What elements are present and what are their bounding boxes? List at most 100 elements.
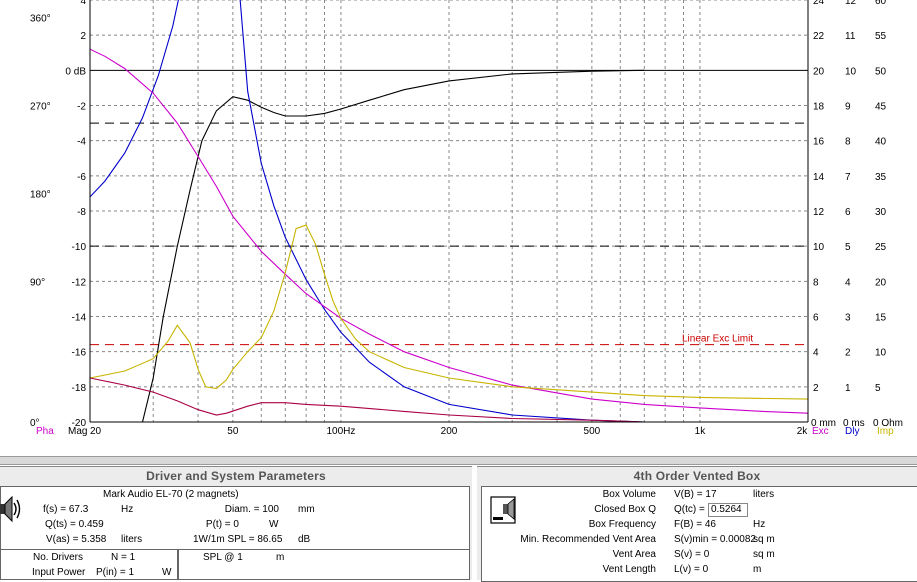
exc-tick-label: 6 <box>813 313 819 324</box>
enclosure-icon <box>488 495 520 525</box>
spl-value[interactable]: 1W/1m SPL = 86.65 <box>193 534 283 545</box>
response-chart: 420 dB-2-4-6-8-10-12-14-16-18-20360°270°… <box>30 0 903 437</box>
imp-tick-label: 25 <box>875 242 887 253</box>
input-power-value[interactable]: P(in) = 1 <box>96 567 135 578</box>
imp-tick-label: 40 <box>875 137 887 148</box>
phase-tick-label: 360° <box>30 14 51 25</box>
pt-value[interactable]: P(t) = 0 <box>205 519 239 530</box>
dly-tick-label: 4 <box>845 277 851 288</box>
imp-tick-label: 20 <box>875 277 887 288</box>
box-param-value[interactable]: S(v) = 0 <box>674 549 710 560</box>
box-panel-title: 4th Order Vented Box <box>633 469 761 483</box>
phase-tick-label: 90° <box>30 277 45 288</box>
driver-name: Mark Audio EL-70 (2 magnets) <box>103 489 239 500</box>
pt-unit: W <box>269 519 279 530</box>
box-param-value[interactable]: L(v) = 0 <box>674 564 709 575</box>
spl-at-unit: m <box>276 552 285 563</box>
imp-series-line <box>90 224 808 400</box>
exc-tick-label: 12 <box>813 207 825 218</box>
mag-tick-label: -6 <box>77 172 86 183</box>
exc-tick-label: 20 <box>813 66 825 77</box>
imp-tick-label: 60 <box>875 0 887 7</box>
mag-tick-label: -14 <box>72 313 87 324</box>
mag-tick-label: -4 <box>77 137 86 148</box>
closed-box-q-input[interactable]: 0.5264 <box>708 503 748 517</box>
phase-tick-label: 0° <box>30 418 40 429</box>
grid <box>90 0 808 423</box>
mag-tick-label: -8 <box>77 207 86 218</box>
num-drivers-value[interactable]: N = 1 <box>111 552 136 563</box>
vented-box-panel: 4th Order Vented Box Box Volume V(B) = 17… <box>477 466 917 582</box>
imp-tick-label: 55 <box>875 31 887 42</box>
qts-value[interactable]: Q(ts) = 0.459 <box>45 519 104 530</box>
input-power-label: Input Power <box>32 567 86 578</box>
box-param-unit: sq m <box>753 534 775 545</box>
mag-tick-label: 4 <box>80 0 86 7</box>
x-tick-label: 20 <box>90 426 102 437</box>
driver-panel-title: Driver and System Parameters <box>146 469 326 483</box>
dly-tick-label: 0 ms <box>843 418 865 429</box>
imp-tick-label: 10 <box>875 348 887 359</box>
box-param-unit: liters <box>753 489 775 500</box>
phase-tick-label: 180° <box>30 189 51 200</box>
x-tick-label: 500 <box>584 426 601 437</box>
dly-tick-label: 9 <box>845 102 851 113</box>
driver-parameters-panel: Driver and System Parameters Mark Audio … <box>0 466 472 580</box>
mag-tick-label: -2 <box>77 102 86 113</box>
x-tick-label: 100Hz <box>326 426 355 437</box>
dly-tick-label: 12 <box>845 0 857 7</box>
exc-tick-label: 10 <box>813 242 825 253</box>
box-param-label: Min. Recommended Vent Area <box>520 534 656 545</box>
mag-tick-label: -18 <box>72 383 87 394</box>
box-param-label: Box Volume <box>602 489 656 500</box>
box-param-label: Closed Box Q <box>594 504 656 515</box>
dly-legend-label: Dly <box>845 426 859 437</box>
imp-tick-label: 15 <box>875 313 887 324</box>
box-parameters-box: Box Volume V(B) = 17 liters Closed Box Q Q(t… <box>481 486 917 582</box>
imp-tick-label: 0 Ohm <box>873 418 903 429</box>
box-param-unit: m <box>753 564 762 575</box>
box-param-label: Box Frequency <box>588 519 656 530</box>
speaker-icon <box>0 494 23 524</box>
box-param-value[interactable]: S(v)min = 0.00082 <box>674 534 756 545</box>
phase-series-line <box>90 0 700 422</box>
box-param-unit: sq m <box>753 549 775 560</box>
box-param-value[interactable]: Q(tc) = <box>674 504 705 515</box>
exc-tick-label: 8 <box>813 277 819 288</box>
axes <box>89 0 809 423</box>
spl-distance-box: SPL @ 1 m <box>178 549 470 580</box>
series-group <box>90 0 808 422</box>
x-tick-label: 1k <box>695 426 707 437</box>
mag-legend-label: Mag <box>68 426 87 437</box>
box-param-value[interactable]: F(B) = 46 <box>674 519 716 530</box>
mag-tick-label: 0 dB <box>65 66 86 77</box>
vas-unit: liters <box>121 534 143 545</box>
exc-tick-label: 4 <box>813 348 819 359</box>
spl-at-value[interactable]: SPL @ 1 <box>203 552 243 563</box>
spl-unit: dB <box>298 534 311 545</box>
driver-parameters-box: Mark Audio EL-70 (2 magnets) f(s) = 67.3… <box>0 486 470 550</box>
box-param-unit: Hz <box>753 519 766 530</box>
num-drivers-label: No. Drivers <box>33 552 84 563</box>
dly-tick-label: 5 <box>845 242 851 253</box>
dly-tick-label: 8 <box>845 137 851 148</box>
exc-tick-label: 2 <box>813 383 819 394</box>
box-param-label: Vent Length <box>602 564 656 575</box>
input-power-unit: W <box>162 567 172 578</box>
fs-unit: Hz <box>121 504 134 515</box>
dly-tick-label: 6 <box>845 207 851 218</box>
fs-value[interactable]: f(s) = 67.3 <box>43 504 89 515</box>
linear-exc-limit-label: Linear Exc Limit <box>682 334 753 345</box>
exc-tick-label: 16 <box>813 137 825 148</box>
mag-tick-label: 2 <box>80 31 86 42</box>
imp-legend-label: Imp <box>877 426 894 437</box>
dly-tick-label: 10 <box>845 66 857 77</box>
vas-value[interactable]: V(as) = 5.358 <box>46 534 107 545</box>
exc-tick-label: 24 <box>813 0 825 7</box>
axis-labels: 420 dB-2-4-6-8-10-12-14-16-18-20360°270°… <box>30 0 903 437</box>
mag-tick-label: -10 <box>72 242 87 253</box>
diam-value[interactable]: Diam. = 100 <box>224 504 279 515</box>
phase-tick-label: 270° <box>30 102 51 113</box>
exc-tick-label: 18 <box>813 102 825 113</box>
box-param-value[interactable]: V(B) = 17 <box>674 489 717 500</box>
